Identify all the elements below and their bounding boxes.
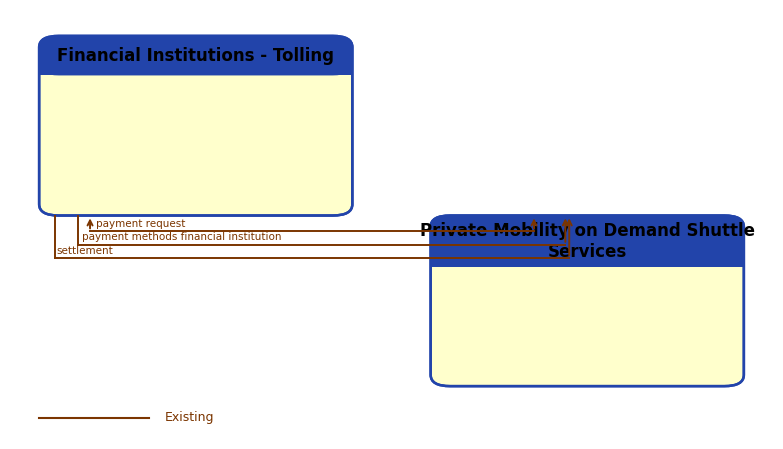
Text: Existing: Existing: [164, 411, 214, 424]
FancyBboxPatch shape: [431, 216, 744, 386]
FancyBboxPatch shape: [39, 36, 352, 75]
Text: payment methods financial institution: payment methods financial institution: [82, 233, 282, 242]
Text: Private Mobility on Demand Shuttle
Services: Private Mobility on Demand Shuttle Servi…: [420, 222, 755, 260]
FancyBboxPatch shape: [431, 216, 744, 267]
FancyBboxPatch shape: [39, 36, 352, 216]
Text: payment request: payment request: [96, 219, 185, 229]
Text: settlement: settlement: [56, 246, 113, 256]
Bar: [40, 52, 352, 75]
Text: Financial Institutions - Tolling: Financial Institutions - Tolling: [57, 47, 334, 65]
Bar: [431, 236, 743, 267]
